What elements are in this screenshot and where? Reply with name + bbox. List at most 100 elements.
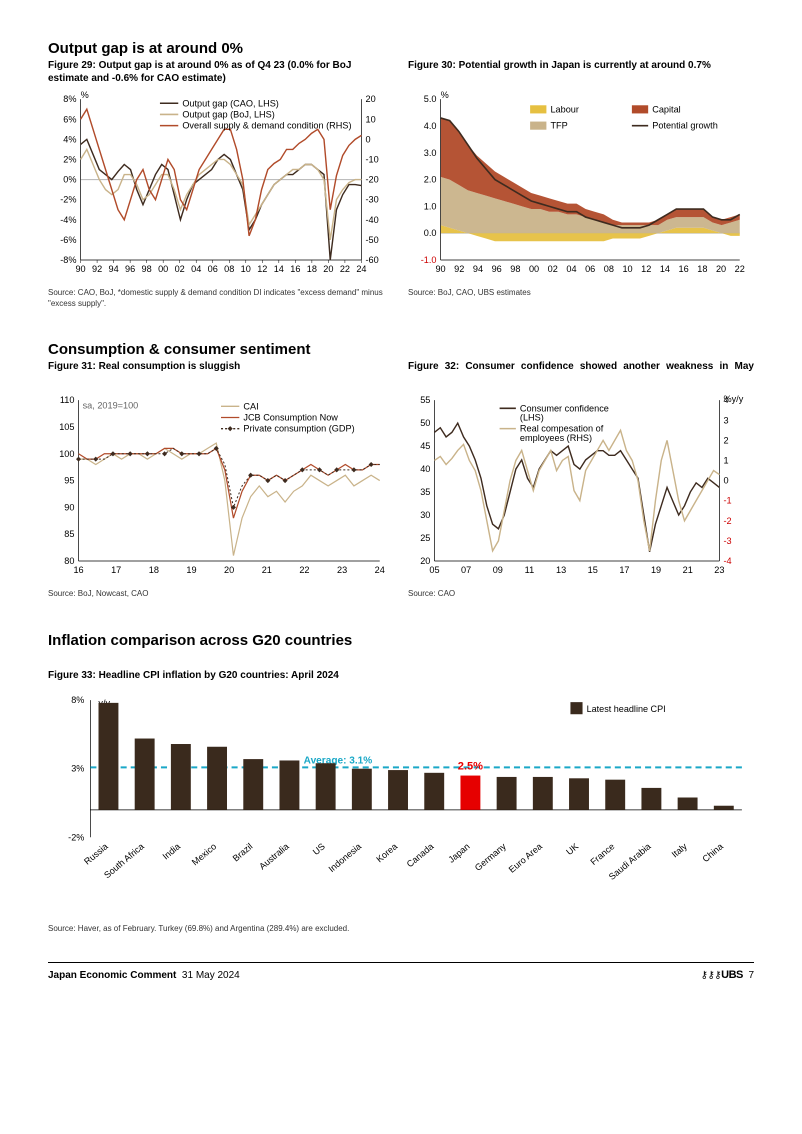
- svg-text:18: 18: [149, 565, 159, 575]
- svg-text:00: 00: [529, 264, 539, 274]
- figure-29-chart: -8%-6%-4%-2%0%2%4%6%8%-60-50-40-30-20-10…: [48, 89, 394, 282]
- svg-text:0.0: 0.0: [424, 228, 437, 238]
- footer-brand: UBS: [721, 969, 743, 981]
- svg-text:24: 24: [375, 565, 385, 575]
- svg-text:%: %: [81, 90, 89, 100]
- svg-text:18: 18: [307, 264, 317, 274]
- svg-text:50: 50: [420, 418, 430, 428]
- svg-text:110: 110: [60, 395, 75, 405]
- svg-text:98: 98: [142, 264, 152, 274]
- svg-text:Average: 3.1%: Average: 3.1%: [304, 755, 373, 766]
- svg-text:21: 21: [683, 565, 693, 575]
- figure-33-chart: -2%3%8%y/yAverage: 3.1%RussiaSouth Afric…: [48, 686, 754, 918]
- svg-text:40: 40: [420, 464, 430, 474]
- figure-31-title: Figure 31: Real consumption is sluggish: [48, 360, 394, 386]
- svg-text:Japan: Japan: [446, 841, 471, 865]
- svg-text:20: 20: [224, 565, 234, 575]
- svg-text:Output gap (BoJ, LHS): Output gap (BoJ, LHS): [182, 109, 274, 119]
- svg-text:(LHS): (LHS): [520, 413, 544, 423]
- svg-text:17: 17: [619, 565, 629, 575]
- svg-text:20: 20: [365, 94, 375, 104]
- svg-text:-2%: -2%: [68, 832, 84, 842]
- footer-left: Japan Economic Comment 31 May 2024: [48, 970, 240, 981]
- svg-text:18: 18: [697, 264, 707, 274]
- svg-text:22: 22: [299, 565, 309, 575]
- svg-text:35: 35: [420, 487, 430, 497]
- svg-text:09: 09: [493, 565, 503, 575]
- svg-text:24: 24: [356, 264, 366, 274]
- footer-right: ⚷⚷⚷UBS 7: [701, 969, 754, 981]
- svg-text:04: 04: [566, 264, 576, 274]
- svg-text:85: 85: [64, 529, 74, 539]
- svg-text:-4: -4: [723, 556, 731, 566]
- svg-text:Germany: Germany: [473, 841, 508, 873]
- figure-30: Figure 30: Potential growth in Japan is …: [408, 59, 754, 309]
- svg-text:-10: -10: [365, 155, 378, 165]
- svg-text:0%: 0%: [63, 175, 76, 185]
- svg-text:India: India: [161, 840, 183, 861]
- svg-text:UK: UK: [564, 841, 580, 857]
- svg-text:92: 92: [92, 264, 102, 274]
- svg-text:19: 19: [651, 565, 661, 575]
- svg-text:Brazil: Brazil: [231, 841, 255, 863]
- svg-text:sa, 2019=100: sa, 2019=100: [83, 400, 139, 410]
- svg-text:10: 10: [241, 264, 251, 274]
- svg-text:94: 94: [473, 264, 483, 274]
- svg-text:-6%: -6%: [60, 235, 76, 245]
- svg-text:14: 14: [660, 264, 670, 274]
- svg-text:06: 06: [585, 264, 595, 274]
- svg-text:15: 15: [588, 565, 598, 575]
- svg-text:06: 06: [208, 264, 218, 274]
- figure-32-title: Figure 32: Consumer confidence showed an…: [408, 360, 754, 386]
- svg-text:2.0: 2.0: [424, 175, 437, 185]
- svg-text:90: 90: [75, 264, 85, 274]
- figure-32: Figure 32: Consumer confidence showed an…: [408, 360, 754, 600]
- svg-text:%: %: [441, 90, 449, 100]
- svg-text:Korea: Korea: [374, 840, 400, 864]
- svg-text:1: 1: [723, 456, 728, 466]
- svg-text:90: 90: [435, 264, 445, 274]
- svg-text:96: 96: [125, 264, 135, 274]
- svg-text:-4%: -4%: [60, 215, 76, 225]
- svg-text:Potential growth: Potential growth: [652, 121, 718, 131]
- section-title-output-gap: Output gap is at around 0%: [48, 40, 754, 57]
- svg-text:16: 16: [290, 264, 300, 274]
- svg-text:12: 12: [257, 264, 267, 274]
- svg-text:3: 3: [723, 415, 728, 425]
- figure-31-source: Source: BoJ, Nowcast, CAO: [48, 589, 394, 599]
- svg-text:08: 08: [604, 264, 614, 274]
- svg-text:94: 94: [109, 264, 119, 274]
- svg-text:20: 20: [323, 264, 333, 274]
- svg-text:-20: -20: [365, 175, 378, 185]
- svg-text:6%: 6%: [63, 114, 76, 124]
- figure-29-source: Source: CAO, BoJ, *domestic supply & dem…: [48, 288, 394, 309]
- svg-text:0: 0: [723, 476, 728, 486]
- figure-30-title: Figure 30: Potential growth in Japan is …: [408, 59, 754, 85]
- svg-text:Latest headline CPI: Latest headline CPI: [587, 704, 666, 714]
- svg-text:16: 16: [73, 565, 83, 575]
- svg-text:4%: 4%: [63, 134, 76, 144]
- svg-text:105: 105: [59, 422, 74, 432]
- svg-text:2.5%: 2.5%: [458, 760, 483, 772]
- svg-text:-2: -2: [723, 516, 731, 526]
- svg-text:-30: -30: [365, 195, 378, 205]
- svg-text:19: 19: [186, 565, 196, 575]
- svg-text:10: 10: [365, 114, 375, 124]
- svg-text:3%: 3%: [71, 764, 84, 774]
- figure-33-title: Figure 33: Headline CPI inflation by G20…: [48, 669, 754, 682]
- svg-text:23: 23: [337, 565, 347, 575]
- svg-text:JCB Consumption Now: JCB Consumption Now: [243, 413, 338, 423]
- figure-31: Figure 31: Real consumption is sluggish …: [48, 360, 394, 600]
- ubs-keys-icon: ⚷⚷⚷: [701, 970, 721, 981]
- figure-31-chart: 80859095100105110161718192021222324sa, 2…: [48, 390, 394, 583]
- page-footer: Japan Economic Comment 31 May 2024 ⚷⚷⚷UB…: [48, 962, 754, 981]
- figure-29-title: Figure 29: Output gap is at around 0% as…: [48, 59, 394, 85]
- svg-text:55: 55: [420, 395, 430, 405]
- svg-text:12: 12: [641, 264, 651, 274]
- svg-text:Output gap (CAO, LHS): Output gap (CAO, LHS): [182, 98, 279, 108]
- svg-text:30: 30: [420, 510, 430, 520]
- svg-text:Capital: Capital: [652, 104, 680, 114]
- svg-text:France: France: [588, 841, 616, 867]
- svg-text:92: 92: [454, 264, 464, 274]
- figure-30-source: Source: BoJ, CAO, UBS estimates: [408, 288, 754, 298]
